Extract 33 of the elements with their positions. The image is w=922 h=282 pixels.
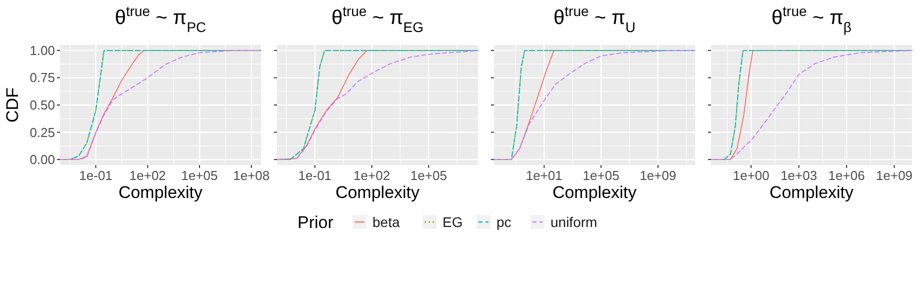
chart-title: θ$^{true}$ ~ π$_{U}$ [554,3,636,35]
x-tick-label: 1e+03 [780,168,818,183]
y-tick-label: 0.75 [30,70,55,86]
x-axis-title: Complexity [769,183,854,202]
legend-label: beta [372,214,400,230]
x-tick-label: 1e+08 [233,168,270,183]
y-tick-label: 0.25 [30,124,55,140]
x-tick-label: 1e+02 [354,168,390,183]
x-tick-label: 1e-01 [79,168,112,183]
x-tick-label: 1e+00 [732,168,770,183]
x-axis-title: Complexity [118,183,204,202]
chart-title: θ$^{true}$ ~ π$_{EG}$ [331,3,424,35]
y-tick-label: 0.50 [30,98,55,112]
legend-label: pc [496,214,512,230]
x-axis-title: Complexity [335,183,420,202]
chart-title: θ$^{true}$ ~ π$_{PC}$ [114,3,206,35]
x-tick-label: 1e+01 [526,168,562,183]
x-tick-label: 1e+09 [876,168,913,183]
x-tick-label: 1e+09 [640,168,676,183]
x-tick-label: 1e+05 [181,168,218,183]
legend-title: Prior [298,213,334,232]
x-tick-label: 1e+05 [410,168,447,183]
x-tick-label: 1e+05 [582,168,620,183]
x-axis-title: Complexity [552,183,638,202]
y-tick-label: 1.00 [30,42,55,58]
legend-label: EG [442,214,463,230]
y-tick-label: 0.00 [30,152,55,168]
x-tick-label: 1e-01 [298,168,332,183]
chart-title: θ$^{true}$ ~ π$_{β}$ [772,3,852,35]
x-tick-label: 1e+02 [129,168,166,183]
y-axis-title: CDF [3,88,22,122]
legend-label: uniform [550,214,598,230]
x-tick-label: 1e+06 [828,168,865,183]
